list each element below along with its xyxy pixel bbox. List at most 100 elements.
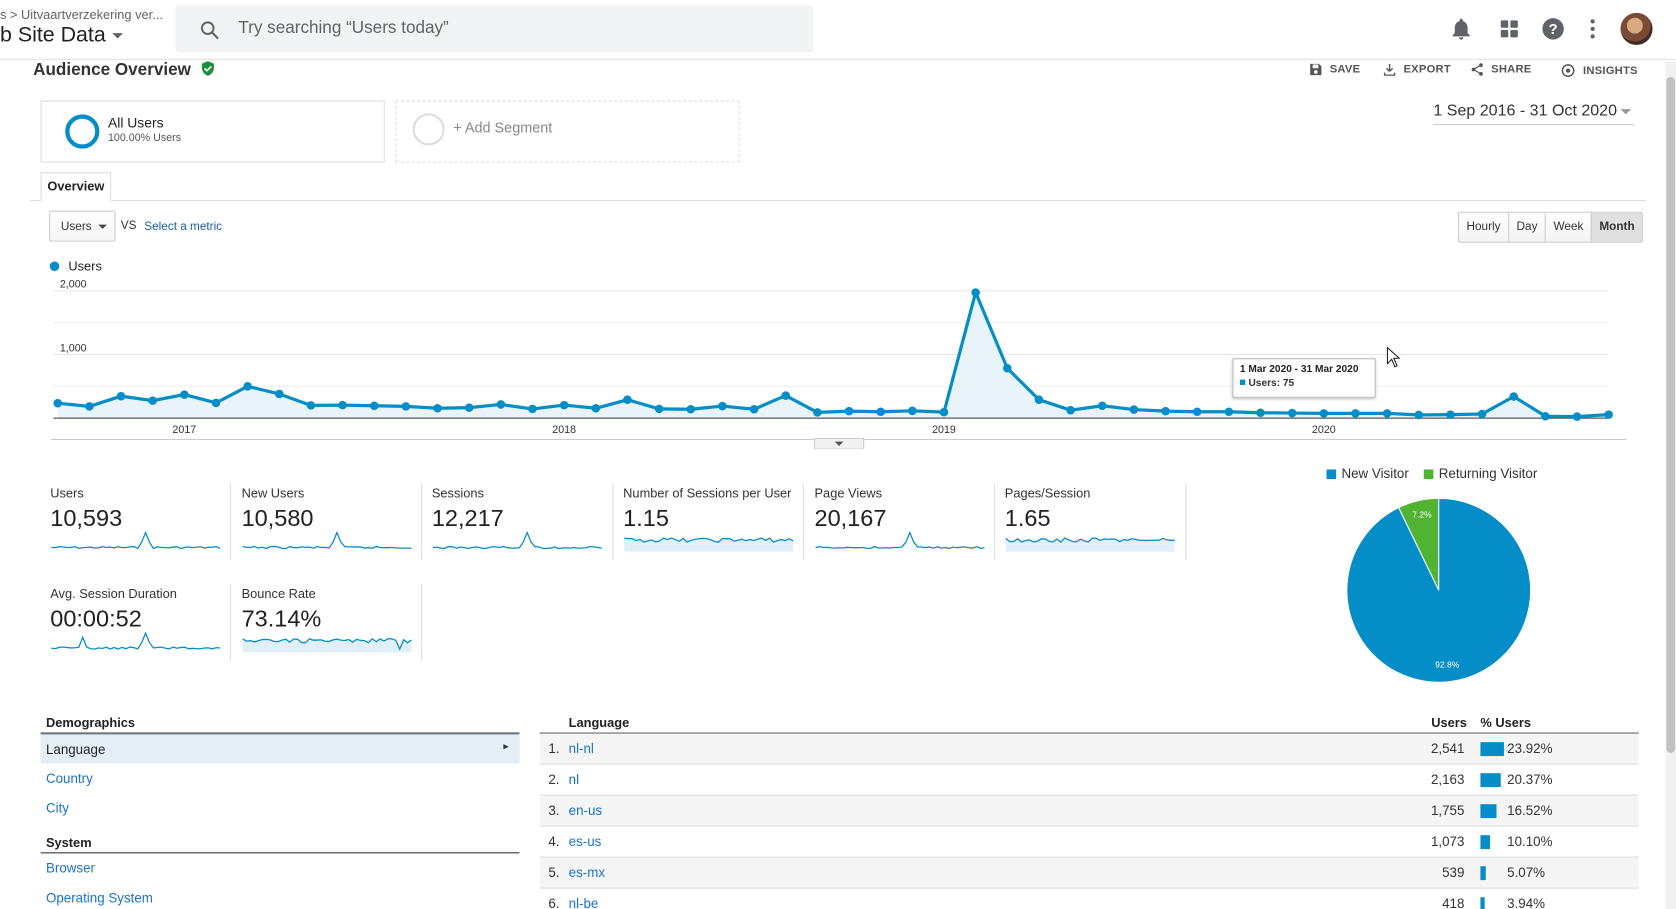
data-point[interactable] xyxy=(1382,409,1392,418)
save-button[interactable]: SAVE xyxy=(1308,62,1360,77)
granularity-week[interactable]: Week xyxy=(1544,212,1591,242)
data-point[interactable] xyxy=(1414,410,1424,420)
data-point[interactable] xyxy=(908,406,917,416)
tab-overview[interactable]: Overview xyxy=(40,172,112,202)
data-point[interactable] xyxy=(1161,406,1170,416)
system-item-operating-system[interactable]: Operating System xyxy=(45,890,153,906)
demographics-item-language[interactable]: Language ▸ xyxy=(40,733,520,764)
column-header-pct-users[interactable]: % Users xyxy=(1480,715,1532,731)
pie-slice-new-visitor[interactable] xyxy=(1346,497,1532,683)
data-point[interactable] xyxy=(306,401,316,410)
scorecard-page-views[interactable]: Page Views 20,167 xyxy=(815,486,997,563)
data-point[interactable] xyxy=(1224,407,1234,417)
data-point[interactable] xyxy=(686,404,696,414)
scrollbar-thumb[interactable] xyxy=(1666,76,1675,753)
bell-icon[interactable] xyxy=(1448,16,1474,42)
data-point[interactable] xyxy=(211,398,221,408)
data-point[interactable] xyxy=(749,404,759,414)
language-link[interactable]: nl-nl xyxy=(568,741,594,757)
data-point[interactable] xyxy=(939,407,949,417)
data-point[interactable] xyxy=(116,391,126,401)
column-header-users[interactable]: Users xyxy=(1431,715,1467,731)
data-point[interactable] xyxy=(243,382,252,391)
data-point[interactable] xyxy=(433,403,442,413)
data-point[interactable] xyxy=(85,402,94,411)
data-point[interactable] xyxy=(1319,409,1329,418)
data-point[interactable] xyxy=(528,404,537,414)
data-point[interactable] xyxy=(148,396,157,405)
data-point[interactable] xyxy=(1604,410,1613,419)
data-point[interactable] xyxy=(1034,395,1044,404)
date-range-picker[interactable]: 1 Sep 2016 - 31 Oct 2020 xyxy=(1433,102,1635,126)
data-point[interactable] xyxy=(53,398,62,408)
granularity-month[interactable]: Month xyxy=(1590,212,1643,242)
data-point[interactable] xyxy=(1066,405,1075,415)
data-point[interactable] xyxy=(623,395,632,404)
data-point[interactable] xyxy=(1541,411,1550,421)
data-point[interactable] xyxy=(591,403,601,413)
language-link[interactable]: es-mx xyxy=(568,865,606,881)
granularity-day[interactable]: Day xyxy=(1508,212,1545,242)
demographics-item-city[interactable]: City xyxy=(45,800,69,816)
granularity-hourly[interactable]: Hourly xyxy=(1459,212,1509,242)
scorecard-users[interactable]: Users 10,593 xyxy=(50,486,232,563)
data-point[interactable] xyxy=(1097,401,1107,411)
data-point[interactable] xyxy=(1192,407,1202,417)
select-metric-link[interactable]: Select a metric xyxy=(144,220,223,234)
language-link[interactable]: es-us xyxy=(568,834,602,850)
data-point[interactable] xyxy=(338,400,347,410)
data-point[interactable] xyxy=(1003,363,1012,373)
data-point[interactable] xyxy=(369,401,379,411)
scorecard-pages-session[interactable]: Pages/Session 1.65 xyxy=(1005,486,1187,563)
mouse-cursor-icon xyxy=(1386,346,1401,368)
scorecard-sessions[interactable]: Sessions 12,217 xyxy=(432,486,614,563)
tooltip-title: 1 Mar 2020 - 31 Mar 2020 xyxy=(1239,363,1359,376)
data-point[interactable] xyxy=(971,288,980,297)
system-item-browser[interactable]: Browser xyxy=(45,860,95,876)
apps-grid-icon[interactable] xyxy=(1496,16,1522,42)
data-point[interactable] xyxy=(401,402,411,411)
data-point[interactable] xyxy=(275,389,284,399)
data-point[interactable] xyxy=(1572,412,1582,421)
property-selector[interactable]: b Site Data xyxy=(0,24,123,49)
data-point[interactable] xyxy=(1446,410,1455,419)
data-point[interactable] xyxy=(1256,408,1265,418)
data-point[interactable] xyxy=(718,401,727,411)
avatar[interactable] xyxy=(1620,12,1653,45)
insights-button[interactable]: INSIGHTS xyxy=(1560,62,1638,79)
data-point[interactable] xyxy=(1477,409,1487,419)
data-point[interactable] xyxy=(559,400,569,410)
more-vert-icon[interactable] xyxy=(1580,16,1606,42)
segment-all-users[interactable]: All Users 100.00% Users xyxy=(40,100,385,163)
scorecard-bounce-rate[interactable]: Bounce Rate 73.14% xyxy=(242,586,424,663)
help-icon[interactable]: ? xyxy=(1540,16,1566,42)
export-button[interactable]: EXPORT xyxy=(1382,62,1451,77)
data-point[interactable] xyxy=(876,407,885,417)
scorecard-number-of-sessions-per-user[interactable]: Number of Sessions per User 1.15 xyxy=(623,486,805,563)
scorecard-new-users[interactable]: New Users 10,580 xyxy=(242,486,424,563)
pct-users-bar xyxy=(1480,742,1504,757)
language-link[interactable]: nl xyxy=(568,772,580,788)
data-point[interactable] xyxy=(813,408,822,417)
users-line-chart[interactable]: Users 1,000 2,000 2017 2018 2019 2020 xyxy=(43,255,1636,450)
data-point[interactable] xyxy=(496,400,506,409)
data-point[interactable] xyxy=(464,403,474,412)
data-point[interactable] xyxy=(1351,409,1360,418)
demographics-item-country[interactable]: Country xyxy=(45,771,93,787)
visitor-type-pie-chart[interactable]: 7.2% 92.8% xyxy=(1343,494,1535,686)
breadcrumb[interactable]: s > Uitvaartverzekering ver... xyxy=(0,7,163,23)
scorecard-avg-session-duration[interactable]: Avg. Session Duration 00:00:52 xyxy=(50,586,232,663)
data-point[interactable] xyxy=(1509,392,1519,401)
data-point[interactable] xyxy=(844,406,854,416)
add-segment-button[interactable]: + Add Segment xyxy=(395,100,740,163)
data-point[interactable] xyxy=(781,391,791,400)
language-link[interactable]: nl-be xyxy=(568,896,599,909)
metric-dropdown[interactable]: Users xyxy=(49,210,116,242)
search-bar[interactable]: Try searching “Users today” xyxy=(175,5,814,53)
data-point[interactable] xyxy=(1287,408,1297,418)
data-point[interactable] xyxy=(180,390,189,399)
data-point[interactable] xyxy=(1129,405,1139,414)
language-link[interactable]: en-us xyxy=(568,803,603,819)
data-point[interactable] xyxy=(654,404,664,414)
share-button[interactable]: SHARE xyxy=(1470,62,1532,77)
